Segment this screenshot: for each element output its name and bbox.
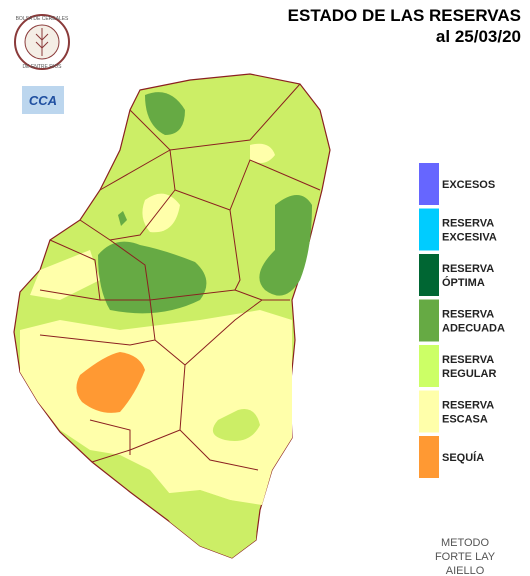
legend-label: RESERVA <box>442 218 494 230</box>
title: ESTADO DE LAS RESERVAS <box>288 6 521 25</box>
legend-swatch <box>419 390 439 433</box>
legend-label: ÓPTIMA <box>442 276 485 289</box>
adecuada-north <box>145 92 185 135</box>
logo: BOLSA DE CEREALES DE ENTRE RIOS CCA <box>14 14 70 114</box>
method-text: METODO <box>441 537 490 549</box>
method: METODO FORTE LAY AIELLO <box>435 537 496 576</box>
cca-badge <box>22 86 64 114</box>
logo-top: BOLSA DE CEREALES <box>16 16 69 22</box>
escasa-west <box>30 250 100 300</box>
legend-swatch <box>419 208 439 251</box>
legend-label: REGULAR <box>442 368 496 380</box>
legend-swatch <box>419 163 439 205</box>
legend-swatch <box>419 436 439 478</box>
legend-label: SEQUÍA <box>442 451 484 464</box>
adecuada-east <box>259 195 312 296</box>
sequia <box>76 352 145 413</box>
map <box>13 73 331 559</box>
logo-bottom: DE ENTRE RIOS <box>23 64 63 70</box>
legend-label: ADECUADA <box>442 323 505 335</box>
date: al 25/03/20 <box>436 27 521 46</box>
legend-label: RESERVA <box>442 354 494 366</box>
adecuada-spot <box>118 211 127 226</box>
logo-wheat <box>35 28 49 56</box>
method-text: AIELLO <box>446 565 485 576</box>
legend-label: EXCESOS <box>442 179 495 191</box>
method-text: FORTE LAY <box>435 551 496 563</box>
legend-swatch <box>419 254 439 296</box>
legend: EXCESOSRESERVAEXCESIVARESERVAÓPTIMARESER… <box>419 163 505 478</box>
regular-south <box>150 490 258 558</box>
adecuada-center <box>98 241 207 314</box>
regular-patch <box>212 409 260 441</box>
escasa-south <box>20 310 292 505</box>
legend-label: RESERVA <box>442 263 494 275</box>
legend-label: RESERVA <box>442 309 494 321</box>
legend-label: RESERVA <box>442 400 494 412</box>
departments <box>39 83 321 471</box>
cca-text: CCA <box>29 93 57 108</box>
escasa-center <box>142 193 180 233</box>
legend-swatch <box>419 299 439 342</box>
legend-swatch <box>419 345 439 387</box>
legend-label: ESCASA <box>442 414 488 426</box>
escasa-ne <box>250 143 275 164</box>
legend-label: EXCESIVA <box>442 232 497 244</box>
